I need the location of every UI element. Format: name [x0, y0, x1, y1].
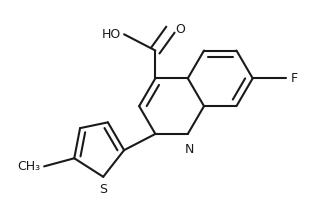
Text: F: F	[291, 72, 298, 85]
Text: N: N	[184, 143, 194, 156]
Text: O: O	[175, 23, 185, 36]
Text: HO: HO	[101, 28, 121, 41]
Text: S: S	[99, 183, 107, 196]
Text: CH₃: CH₃	[18, 160, 41, 173]
